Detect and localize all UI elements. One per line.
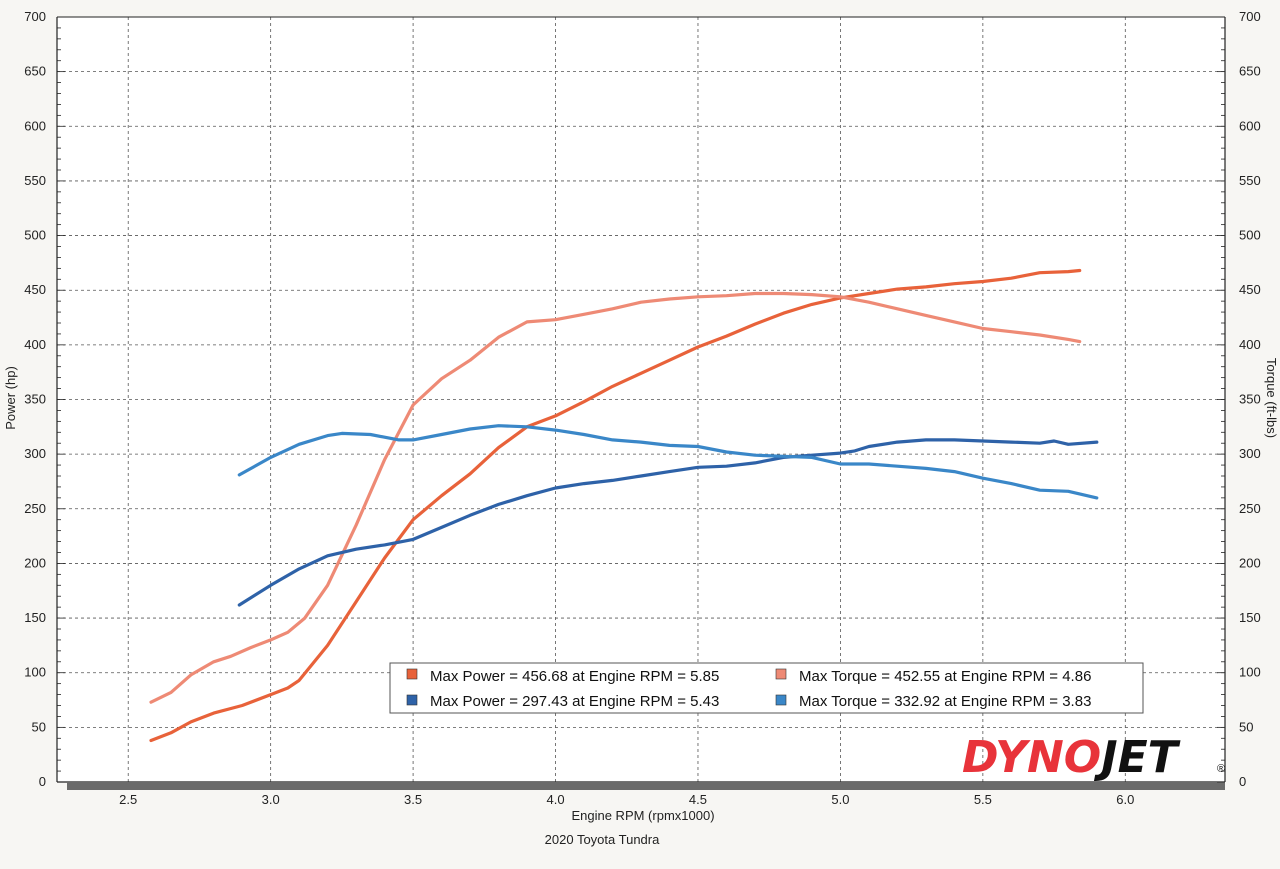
y2-tick-label: 300 xyxy=(1239,446,1261,461)
y-axis-title-left: Power (hp) xyxy=(3,366,18,430)
logo-part-jet: JET xyxy=(1093,732,1180,783)
y-tick-label: 100 xyxy=(24,665,46,680)
x-tick-label: 3.5 xyxy=(404,792,422,807)
y-tick-label: 400 xyxy=(24,337,46,352)
legend: Max Power = 456.68 at Engine RPM = 5.85 … xyxy=(389,662,1144,714)
y-tick-label: 650 xyxy=(24,64,46,79)
legend-entry-power-2: Max Power = 297.43 at Engine RPM = 5.43 xyxy=(406,693,719,710)
x-tick-label: 5.5 xyxy=(974,792,992,807)
y-tick-label: 550 xyxy=(24,173,46,188)
x-tick-label: 5.0 xyxy=(831,792,849,807)
legend-box xyxy=(389,662,1144,714)
y-tick-label: 350 xyxy=(24,392,46,407)
y2-tick-label: 200 xyxy=(1239,555,1261,570)
y2-tick-label: 100 xyxy=(1239,665,1261,680)
y2-tick-label: 350 xyxy=(1239,392,1261,407)
y-tick-label: 200 xyxy=(24,555,46,570)
y2-tick-label: 150 xyxy=(1239,610,1261,625)
x-tick-label: 6.0 xyxy=(1116,792,1134,807)
y2-tick-label: 600 xyxy=(1239,118,1261,133)
y2-tick-label: 700 xyxy=(1239,9,1261,24)
y-axis-title-right: Torque (ft-lbs) xyxy=(1264,358,1279,438)
series-torque-run1 xyxy=(149,291,1082,704)
y2-tick-label: 250 xyxy=(1239,501,1261,516)
series-torque-run2 xyxy=(237,424,1099,500)
y-tick-label: 0 xyxy=(39,774,46,789)
y-tick-label: 150 xyxy=(24,610,46,625)
x-axis-band xyxy=(67,782,1225,790)
x-axis-title: Engine RPM (rpmx1000) xyxy=(571,808,714,823)
legend-label: Max Torque = 452.55 at Engine RPM = 4.86 xyxy=(799,668,1091,685)
y2-tick-label: 50 xyxy=(1239,719,1253,734)
y2-tick-label: 400 xyxy=(1239,337,1261,352)
y2-tick-label: 500 xyxy=(1239,228,1261,243)
dynojet-logo: DYNOJET ® xyxy=(962,732,1225,783)
y2-tick-label: 550 xyxy=(1239,173,1261,188)
x-tick-label: 4.5 xyxy=(689,792,707,807)
legend-label: Max Power = 456.68 at Engine RPM = 5.85 xyxy=(430,668,719,685)
logo-registered-mark: ® xyxy=(1217,763,1225,775)
y-tick-label: 300 xyxy=(24,446,46,461)
y-tick-label: 250 xyxy=(24,501,46,516)
series-power-run1 xyxy=(149,268,1082,743)
series-power-run2 xyxy=(237,438,1099,607)
y-tick-label: 600 xyxy=(24,118,46,133)
logo-wordmark: DYNOJET xyxy=(962,732,1181,783)
legend-swatch xyxy=(406,668,418,680)
y-tick-label: 50 xyxy=(32,719,46,734)
legend-swatch xyxy=(775,668,787,680)
legend-swatch xyxy=(406,694,418,706)
y-tick-label: 500 xyxy=(24,228,46,243)
y2-tick-label: 0 xyxy=(1239,774,1246,789)
legend-label: Max Power = 297.43 at Engine RPM = 5.43 xyxy=(430,693,719,710)
chart-subtitle: 2020 Toyota Tundra xyxy=(545,832,660,847)
legend-swatch xyxy=(775,694,787,706)
grid-lines xyxy=(57,16,1225,782)
x-tick-label: 4.0 xyxy=(546,792,564,807)
series-lines xyxy=(149,268,1099,743)
legend-label: Max Torque = 332.92 at Engine RPM = 3.83 xyxy=(799,693,1091,710)
y2-tick-label: 450 xyxy=(1239,282,1261,297)
legend-entry-power-1: Max Power = 456.68 at Engine RPM = 5.85 xyxy=(406,668,719,685)
y2-tick-label: 650 xyxy=(1239,64,1261,79)
legend-entry-torque-2: Max Torque = 332.92 at Engine RPM = 3.83 xyxy=(775,693,1091,710)
axes: 0501001502002503003504004505005506006507… xyxy=(24,9,1260,807)
logo-part-dyno: DYNO xyxy=(962,732,1101,783)
legend-entry-torque-1: Max Torque = 452.55 at Engine RPM = 4.86 xyxy=(775,668,1091,685)
x-tick-label: 3.0 xyxy=(262,792,280,807)
y-tick-label: 450 xyxy=(24,282,46,297)
y-tick-label: 700 xyxy=(24,9,46,24)
x-tick-label: 2.5 xyxy=(119,792,137,807)
